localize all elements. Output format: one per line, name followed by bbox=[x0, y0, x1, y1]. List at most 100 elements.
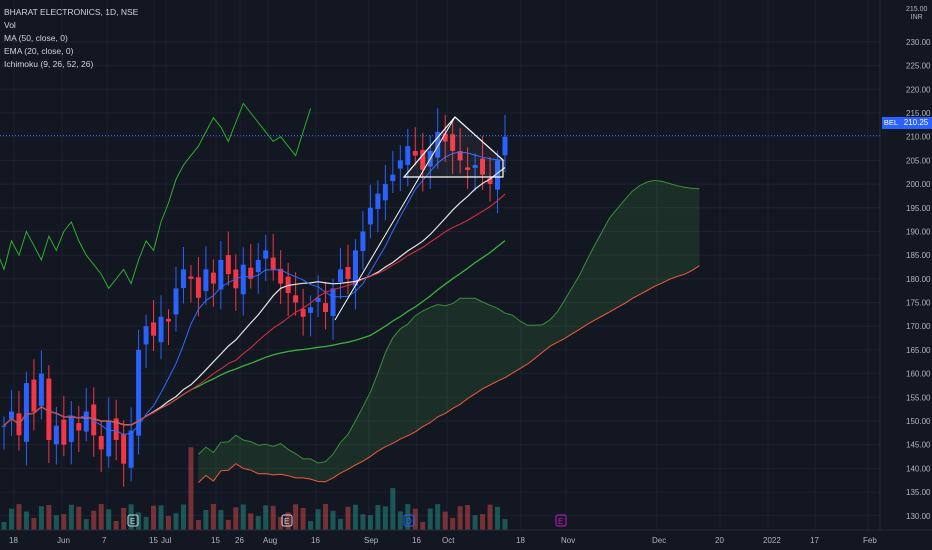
price-tick-label: 135.00 bbox=[906, 488, 931, 497]
time-tick-label: 18 bbox=[9, 536, 18, 545]
candle-body bbox=[367, 207, 373, 225]
event-marker-label: D bbox=[406, 517, 412, 526]
ichimoku-span-a bbox=[198, 179, 700, 464]
currency-top-price: 215.00 bbox=[906, 6, 928, 13]
candle-body bbox=[308, 307, 314, 313]
volume-bar bbox=[367, 515, 373, 530]
volume-bar bbox=[248, 513, 254, 530]
price-tick-label: 225.00 bbox=[906, 62, 931, 71]
candle-body bbox=[68, 416, 74, 442]
volume-bar bbox=[195, 520, 201, 530]
candle-body bbox=[91, 404, 97, 436]
price-tick-label: 215.00 bbox=[906, 109, 931, 118]
candle-body bbox=[218, 259, 224, 290]
price-tick-label: 185.00 bbox=[906, 251, 931, 260]
volume-bar bbox=[472, 515, 478, 530]
volume-bar bbox=[233, 507, 239, 530]
cloud-fill bbox=[198, 180, 700, 483]
candle-body bbox=[412, 150, 418, 156]
candle-body bbox=[278, 268, 284, 284]
candle-body bbox=[166, 318, 172, 322]
last-symbol-tag: BEL bbox=[882, 117, 900, 129]
time-tick-label: Sep bbox=[364, 536, 379, 545]
volume-bar bbox=[315, 509, 321, 530]
legend-ma[interactable]: MA (50, close, 0) bbox=[4, 33, 68, 43]
price-axis[interactable]: 130.00 135.00 140.00 145.00 150.00 155.00 160.… bbox=[879, 0, 931, 530]
legend-ema[interactable]: EMA (20, close, 0) bbox=[4, 46, 74, 56]
volume-bar bbox=[278, 517, 284, 530]
time-tick-label: Jun bbox=[57, 536, 70, 545]
base-line bbox=[3, 193, 506, 427]
last-price-tag: 210.25 bbox=[900, 117, 932, 129]
volume-bar bbox=[337, 518, 343, 530]
volume-bar bbox=[480, 514, 486, 530]
volume-bar bbox=[121, 507, 127, 530]
candle-body bbox=[173, 288, 179, 315]
candle-body bbox=[293, 295, 299, 303]
volume-bar bbox=[91, 510, 97, 530]
volume-bar bbox=[263, 505, 269, 530]
time-axis[interactable]: 18 Jun 7 15 Jul 15 26 Aug 16 Sep 16 Oct 18 Nov Dec 20 20… bbox=[0, 529, 932, 545]
volume-bar bbox=[218, 510, 224, 530]
volume-bar bbox=[113, 520, 119, 530]
candle-body bbox=[450, 134, 456, 151]
volume-bar bbox=[465, 505, 471, 530]
volume-bar bbox=[360, 514, 366, 530]
triangle-drawing[interactable] bbox=[334, 116, 504, 321]
event-marker-label: E bbox=[558, 517, 563, 526]
legend-ichimoku[interactable]: Ichimoku (9, 26, 52, 26) bbox=[4, 59, 94, 69]
event-marker bbox=[281, 514, 293, 527]
price-tick-label: 155.00 bbox=[906, 393, 931, 402]
volume-bar bbox=[300, 507, 306, 530]
volume-bar bbox=[98, 504, 104, 530]
volume-bar bbox=[210, 504, 216, 530]
price-tick-label: 195.00 bbox=[906, 204, 931, 213]
candle-body bbox=[465, 167, 471, 170]
candle-body bbox=[352, 250, 358, 286]
legend-symbol[interactable]: BHARAT ELECTRONICS, 1D, NSE bbox=[4, 7, 139, 17]
currency-label: 215.00 INR bbox=[906, 6, 927, 22]
candle-body bbox=[345, 267, 351, 279]
volume-bar bbox=[487, 504, 493, 530]
lagging-span bbox=[0, 102, 312, 290]
price-tick-label: 175.00 bbox=[906, 299, 931, 308]
candle-body bbox=[61, 419, 67, 445]
time-tick-label: Dec bbox=[652, 536, 666, 545]
candle-body bbox=[323, 303, 329, 313]
volume-bar bbox=[23, 511, 29, 530]
volume-bar bbox=[240, 504, 246, 530]
volume-bar bbox=[225, 519, 231, 530]
volume-bar bbox=[128, 504, 134, 530]
volume-bar bbox=[61, 514, 67, 530]
price-tick-label: 130.00 bbox=[906, 512, 931, 521]
volume-bar bbox=[442, 511, 448, 530]
candle-body bbox=[180, 269, 186, 289]
time-tick-label: Nov bbox=[561, 536, 575, 545]
volume-bar bbox=[375, 504, 381, 530]
volume-bar bbox=[203, 509, 209, 530]
volume-bar bbox=[435, 504, 441, 530]
candle-body bbox=[442, 133, 448, 142]
trend-line bbox=[334, 116, 456, 321]
price-tick-label: 165.00 bbox=[906, 346, 931, 355]
candle-body bbox=[1, 425, 7, 427]
event-marker bbox=[555, 514, 567, 527]
candle-body bbox=[405, 146, 411, 165]
candle-body bbox=[188, 276, 194, 279]
event-marker-label: E bbox=[284, 517, 289, 526]
candle-body bbox=[255, 259, 261, 273]
volume-bar bbox=[495, 506, 501, 530]
volume-bar bbox=[420, 521, 426, 530]
price-tick-label: 170.00 bbox=[906, 322, 931, 331]
volume-bar bbox=[46, 505, 52, 530]
candle-body bbox=[472, 165, 478, 168]
volume-bar bbox=[427, 508, 433, 530]
volume-bar bbox=[83, 519, 89, 530]
candle-body bbox=[23, 383, 29, 442]
time-tick-label: 26 bbox=[235, 536, 244, 545]
volume-bar bbox=[457, 506, 463, 530]
time-tick-label: 7 bbox=[102, 536, 107, 545]
legend-volume[interactable]: Vol bbox=[4, 20, 16, 30]
currency-code: INR bbox=[910, 14, 923, 21]
